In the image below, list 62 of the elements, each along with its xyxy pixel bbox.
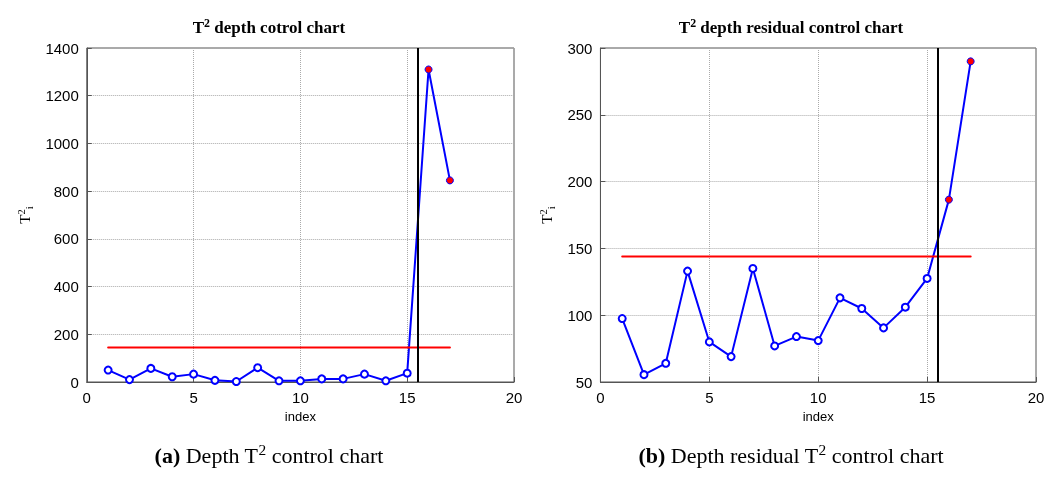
y-tick-label: 200 — [567, 173, 593, 191]
x-axis-title: index — [802, 408, 835, 424]
x-tick-label: 5 — [189, 389, 198, 406]
x-tick-label: 10 — [809, 389, 827, 406]
point — [210, 375, 220, 385]
x-axis-title: index — [284, 408, 317, 424]
y-tick-label: 250 — [567, 106, 593, 124]
y-tick-label: 150 — [567, 239, 593, 257]
point — [683, 266, 693, 276]
point — [231, 377, 241, 387]
x-tick-label: 15 — [398, 389, 416, 406]
point — [103, 365, 113, 375]
point — [639, 370, 649, 380]
x-tick-label: 0 — [596, 389, 605, 406]
point — [146, 363, 156, 373]
y-axis-title: T2i — [16, 206, 35, 224]
y-tick-label: 1400 — [45, 39, 79, 57]
point — [402, 368, 412, 378]
point — [317, 374, 327, 384]
point — [857, 304, 867, 314]
point — [445, 176, 454, 185]
point — [125, 375, 134, 385]
point — [704, 337, 714, 347]
point — [253, 363, 263, 373]
point — [748, 263, 758, 273]
point — [770, 341, 780, 351]
y-tick-label: 50 — [575, 373, 593, 391]
point — [726, 352, 736, 362]
point — [338, 374, 348, 384]
y-tick-label: 600 — [53, 230, 79, 248]
point — [813, 336, 823, 346]
point — [835, 293, 845, 303]
x-tick-label: 20 — [505, 389, 523, 406]
point — [900, 302, 910, 312]
y-tick-label: 0 — [70, 373, 79, 391]
x-tick-label: 10 — [292, 389, 309, 406]
point — [274, 376, 284, 386]
x-tick-label: 20 — [1027, 389, 1045, 406]
y-tick-label: 200 — [53, 325, 79, 343]
y-tick-label: 1200 — [45, 87, 79, 105]
point — [661, 358, 671, 368]
x-tick-label: 5 — [705, 389, 714, 406]
y-tick-label: 400 — [53, 278, 79, 296]
point — [922, 273, 932, 283]
point — [879, 323, 889, 333]
point — [189, 369, 199, 379]
y-tick-label: 1000 — [45, 134, 79, 152]
point — [359, 369, 369, 379]
point — [424, 65, 433, 74]
point — [295, 376, 305, 386]
y-tick-label: 100 — [567, 306, 593, 324]
y-tick-label: 300 — [567, 39, 593, 57]
point — [944, 195, 953, 204]
x-tick-label: 0 — [82, 389, 91, 406]
y-axis-title: T2i — [538, 206, 557, 224]
point — [167, 372, 177, 382]
point — [381, 376, 391, 386]
x-tick-label: 15 — [918, 389, 936, 406]
point — [617, 314, 627, 324]
y-tick-label: 800 — [53, 182, 79, 200]
point — [966, 57, 975, 66]
point — [791, 332, 801, 342]
